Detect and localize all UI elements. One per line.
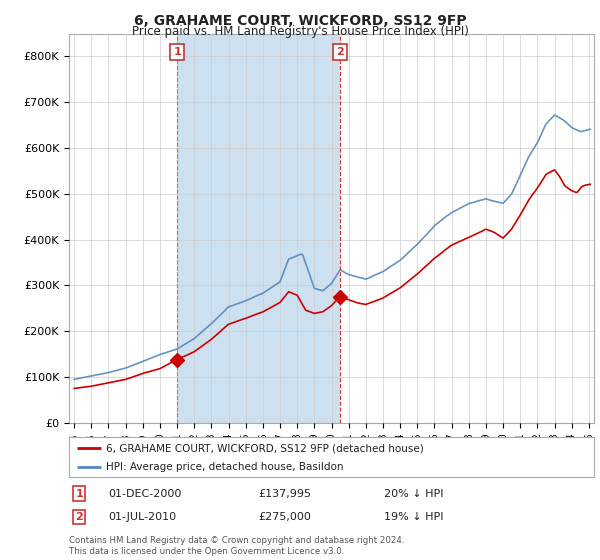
Text: Contains HM Land Registry data © Crown copyright and database right 2024.
This d: Contains HM Land Registry data © Crown c… xyxy=(69,536,404,556)
Text: 20% ↓ HPI: 20% ↓ HPI xyxy=(384,489,443,499)
Text: £137,995: £137,995 xyxy=(258,489,311,499)
Text: £275,000: £275,000 xyxy=(258,512,311,522)
Text: 1: 1 xyxy=(76,489,83,499)
Text: 2: 2 xyxy=(336,47,344,57)
Bar xyxy=(177,34,340,423)
Text: 01-DEC-2000: 01-DEC-2000 xyxy=(109,489,182,499)
Text: 6, GRAHAME COURT, WICKFORD, SS12 9FP: 6, GRAHAME COURT, WICKFORD, SS12 9FP xyxy=(134,14,466,28)
Text: 6, GRAHAME COURT, WICKFORD, SS12 9FP (detached house): 6, GRAHAME COURT, WICKFORD, SS12 9FP (de… xyxy=(106,443,424,453)
Text: Price paid vs. HM Land Registry's House Price Index (HPI): Price paid vs. HM Land Registry's House … xyxy=(131,25,469,38)
Text: 2: 2 xyxy=(76,512,83,522)
Text: 19% ↓ HPI: 19% ↓ HPI xyxy=(384,512,443,522)
Text: 1: 1 xyxy=(173,47,181,57)
Text: 01-JUL-2010: 01-JUL-2010 xyxy=(109,512,176,522)
Text: HPI: Average price, detached house, Basildon: HPI: Average price, detached house, Basi… xyxy=(106,462,343,472)
